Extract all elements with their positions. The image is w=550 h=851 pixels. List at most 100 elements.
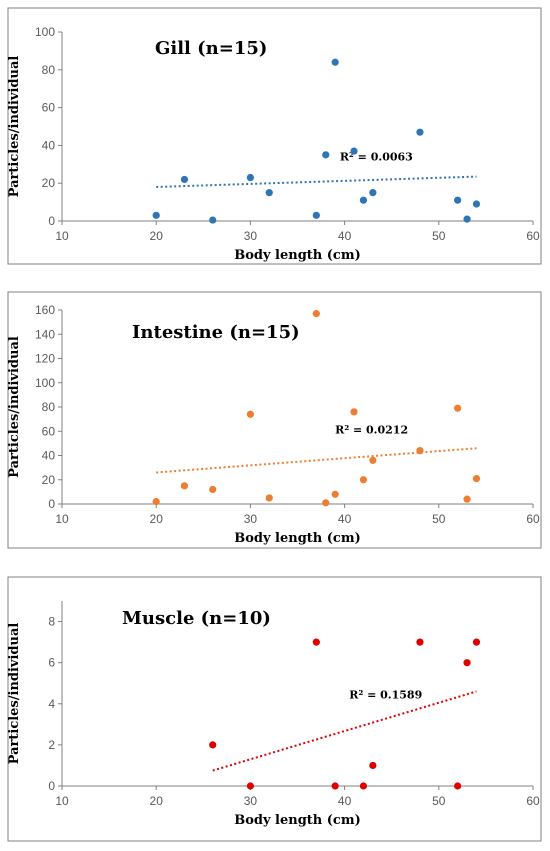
y-tick-label: 140: [35, 327, 55, 341]
data-point: [322, 151, 330, 159]
x-tick-label: 40: [338, 512, 352, 526]
y-tick-label: 80: [42, 400, 56, 414]
data-point: [463, 659, 471, 667]
data-point: [209, 485, 217, 494]
data-point: [331, 490, 339, 498]
y-tick-label: 0: [48, 497, 55, 511]
data-point: [416, 447, 424, 455]
data-point: [463, 495, 471, 503]
data-point: [331, 782, 339, 790]
data-point: [369, 189, 377, 197]
y-axis-title: Particles/individual: [7, 336, 22, 478]
data-point: [312, 310, 320, 318]
x-tick-label: 30: [244, 794, 258, 808]
trendline: [212, 690, 477, 772]
data-point: [180, 175, 189, 184]
x-tick-label: 20: [150, 512, 164, 526]
r-squared-label: R² = 0.0212: [335, 424, 408, 437]
y-tick-label: 40: [42, 138, 56, 152]
data-point: [416, 128, 424, 136]
x-tick-label: 20: [150, 794, 164, 808]
chart-title: Gill (n=15): [155, 38, 267, 59]
y-tick-label: 4: [48, 697, 55, 711]
y-tick-label: 20: [42, 473, 56, 487]
x-tick-label: 60: [526, 794, 540, 808]
data-point: [246, 410, 254, 418]
r-squared-label: R² = 0.1589: [349, 689, 422, 702]
y-axis-title: Particles/individual: [7, 623, 22, 765]
y-tick-label: 2: [48, 738, 55, 752]
y-tick-label: 100: [35, 25, 55, 39]
r-squared-label: R² = 0.0063: [340, 151, 413, 164]
data-point: [369, 761, 377, 770]
data-point: [359, 782, 368, 790]
x-tick-label: 30: [244, 512, 258, 526]
y-axis-title: Particles/individual: [7, 56, 22, 198]
data-point: [350, 408, 358, 416]
trendline: [156, 175, 477, 188]
y-tick-label: 0: [48, 214, 55, 228]
data-point: [472, 200, 481, 208]
y-tick-label: 40: [42, 449, 56, 463]
data-point: [454, 196, 462, 204]
data-point: [152, 497, 160, 506]
data-point: [312, 638, 320, 646]
y-tick-label: 60: [42, 101, 56, 115]
x-tick-label: 20: [150, 229, 164, 243]
x-tick-label: 40: [338, 229, 352, 243]
chart-frame: [7, 576, 542, 842]
data-point: [463, 215, 471, 223]
data-point: [359, 476, 368, 484]
chart-frame: [7, 7, 542, 265]
data-point: [322, 499, 330, 507]
data-point: [265, 494, 273, 502]
y-tick-label: 160: [35, 303, 55, 317]
y-tick-label: 60: [42, 424, 56, 438]
data-point: [369, 456, 377, 464]
data-point: [472, 638, 481, 646]
data-point: [152, 211, 160, 219]
y-tick-label: 100: [35, 376, 55, 390]
x-tick-label: 40: [338, 794, 352, 808]
chart-frame: [7, 291, 542, 549]
data-point: [350, 147, 358, 155]
x-axis-title: Body length (cm): [234, 531, 361, 546]
trendline: [156, 447, 477, 474]
data-point: [246, 173, 254, 182]
data-point: [472, 474, 481, 483]
chart-panel-3: 0 2 4 6 8 10 20 30 40 50 60 Body length (cm) Particl…: [7, 576, 542, 842]
x-tick-label: 10: [55, 794, 69, 808]
x-tick-label: 50: [432, 512, 446, 526]
x-tick-label: 30: [244, 229, 258, 243]
x-axis-title: Body length (cm): [234, 813, 361, 828]
chart-title: Muscle (n=10): [122, 608, 271, 629]
data-point: [331, 58, 339, 66]
data-point: [359, 196, 368, 204]
y-tick-label: 8: [48, 615, 55, 629]
data-point: [246, 782, 254, 790]
chart-panel-1: 0 20 40 60 80 100 10 20 30 40 50 60 Body length (cm)…: [7, 7, 542, 265]
data-point: [209, 741, 217, 749]
y-tick-label: 120: [35, 352, 55, 366]
data-point: [454, 404, 462, 412]
data-point: [209, 216, 217, 224]
x-tick-label: 60: [526, 512, 540, 526]
data-point: [416, 638, 424, 646]
y-tick-label: 80: [42, 63, 56, 77]
chart-title: Intestine (n=15): [132, 322, 300, 343]
x-tick-label: 10: [55, 512, 69, 526]
y-tick-label: 6: [48, 656, 55, 670]
x-axis-title: Body length (cm): [234, 248, 361, 263]
chart-panel-2: 0 20 40 60 80 100 120 140 160 10 20 30 40 50 60 Body le…: [7, 291, 542, 549]
x-tick-label: 10: [55, 229, 69, 243]
y-tick-label: 0: [48, 779, 55, 793]
y-tick-label: 20: [42, 176, 56, 190]
data-point: [265, 189, 273, 197]
data-point: [312, 211, 320, 219]
x-tick-label: 50: [432, 229, 446, 243]
x-tick-label: 60: [526, 229, 540, 243]
data-point: [454, 782, 462, 790]
x-tick-label: 50: [432, 794, 446, 808]
data-point: [180, 482, 189, 490]
